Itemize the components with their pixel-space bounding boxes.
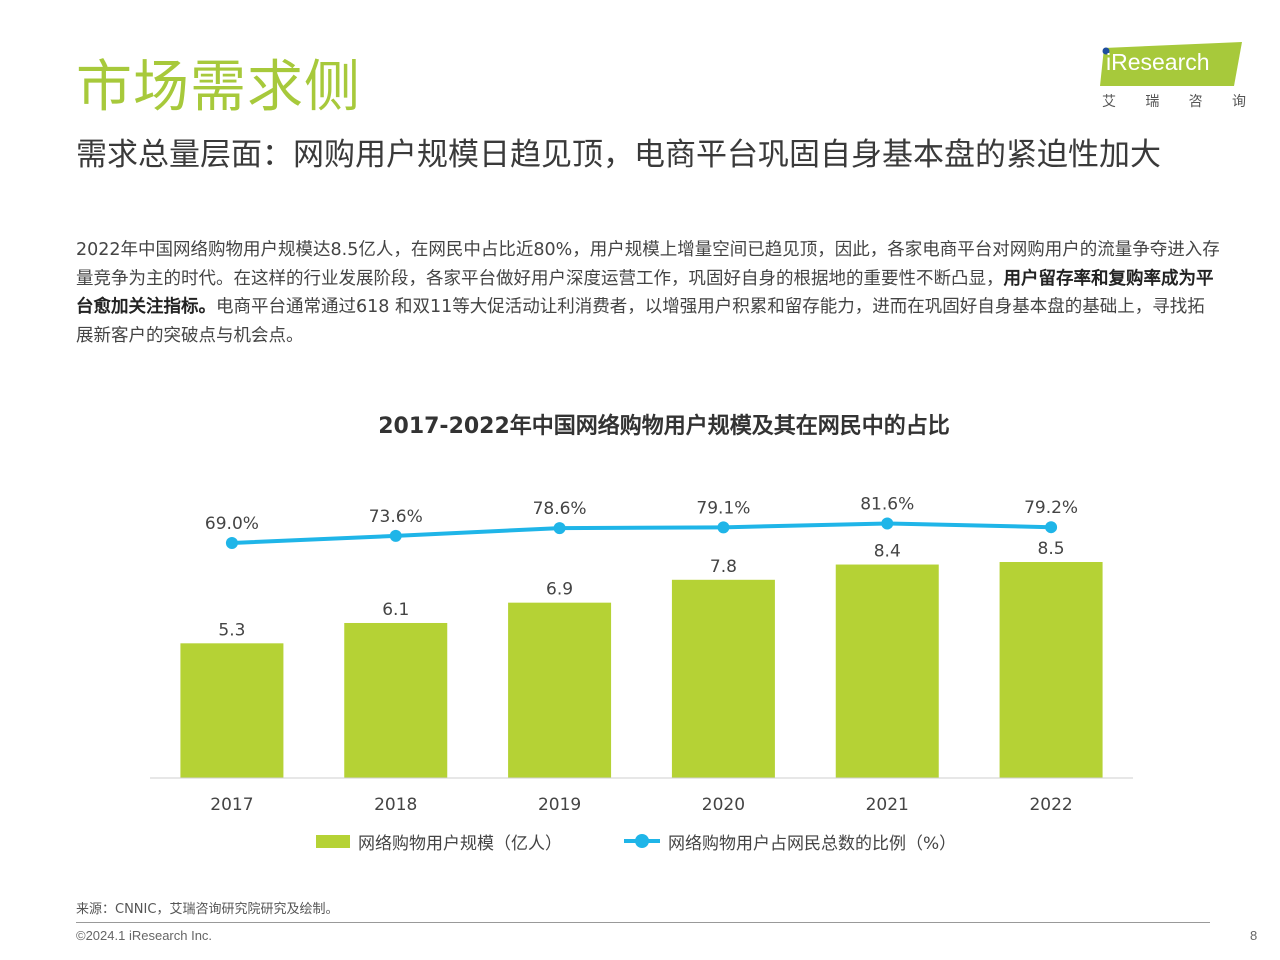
logo-cn-text: 艾 瑞 咨 询 bbox=[1102, 91, 1246, 111]
bar-value-label: 8.4 bbox=[874, 542, 901, 562]
bar-value-label: 5.3 bbox=[218, 620, 245, 640]
bar bbox=[999, 562, 1103, 778]
legend-line-swatch bbox=[624, 828, 660, 854]
bar bbox=[180, 643, 284, 778]
logo-cn-char: 询 bbox=[1231, 94, 1246, 110]
x-tick-label: 2019 bbox=[538, 795, 581, 815]
page-subtitle: 需求总量层面：网购用户规模日趋见顶，电商平台巩固自身基本盘的紧迫性加大 bbox=[76, 137, 1161, 173]
page-title: 市场需求侧 bbox=[76, 55, 361, 120]
legend-line-label: 网络购物用户占网民总数的比例（%） bbox=[668, 833, 957, 854]
line-point bbox=[1045, 521, 1058, 534]
logo-cn-char: 咨 bbox=[1188, 94, 1203, 110]
footer-divider bbox=[76, 922, 1210, 923]
line-value-label: 79.2% bbox=[1024, 498, 1078, 518]
bar-value-label: 7.8 bbox=[710, 557, 737, 577]
chart-legend: 网络购物用户规模（亿人） 网络购物用户占网民总数的比例（%） bbox=[316, 828, 956, 854]
bar-value-label: 8.5 bbox=[1038, 539, 1065, 559]
line-point bbox=[717, 521, 730, 534]
line-point bbox=[553, 522, 566, 535]
line-value-label: 81.6% bbox=[860, 494, 914, 514]
logo-brand-text: iResearch bbox=[1106, 49, 1210, 75]
bar-value-label: 6.1 bbox=[382, 600, 409, 620]
page-number: 8 bbox=[1250, 928, 1258, 943]
legend-bar-label: 网络购物用户规模（亿人） bbox=[358, 833, 562, 854]
legend-bar-swatch bbox=[316, 834, 350, 848]
line-point bbox=[881, 517, 894, 530]
bar bbox=[344, 622, 448, 778]
chart-title: 2017-2022年中国网络购物用户规模及其在网民中的占比 bbox=[378, 414, 950, 439]
iresearch-logo: iResearch 艾 瑞 咨 询 bbox=[1100, 42, 1250, 114]
bar-value-label: 6.9 bbox=[546, 580, 573, 600]
x-tick-label: 2018 bbox=[374, 795, 417, 815]
x-tick-label: 2020 bbox=[702, 795, 745, 815]
x-tick-label: 2022 bbox=[1029, 795, 1072, 815]
logo-cn-char: 艾 bbox=[1102, 94, 1116, 110]
x-tick-label: 2017 bbox=[210, 795, 253, 815]
percentage-line bbox=[231, 521, 1052, 545]
bar bbox=[671, 579, 775, 778]
intro-text: 2022年中国网络购物用户规模达8.5亿人，在网民中占比近80%，用户规模上增量… bbox=[76, 240, 1220, 289]
intro-text-continued: 电商平台通常通过618 和双11等大促活动让利消费者，以增强用户积累和留存能力，… bbox=[76, 297, 1205, 346]
combo-chart: 5.3 2017 6.1 2018 6.9 2019 7.8 2020 8.4 2021 8.5 20… bbox=[150, 494, 1133, 815]
intro-paragraph: 2022年中国网络购物用户规模达8.5亿人，在网民中占比近80%，用户规模上增量… bbox=[76, 236, 1221, 350]
line-point bbox=[389, 529, 402, 542]
x-tick-label: 2021 bbox=[866, 795, 909, 815]
line-value-label: 69.0% bbox=[205, 514, 259, 534]
line-value-label: 73.6% bbox=[369, 507, 423, 527]
logo-badge-shape bbox=[1100, 42, 1242, 86]
bar bbox=[508, 602, 612, 778]
copyright-text: ©2024.1 iResearch Inc. bbox=[76, 928, 213, 943]
source-note: 来源：CNNIC，艾瑞咨询研究院研究及绘制。 bbox=[76, 902, 339, 917]
line-value-label: 79.1% bbox=[696, 498, 750, 518]
logo-cn-char: 瑞 bbox=[1145, 94, 1160, 110]
intro-bold-text: 用户留存率和复购率成为平台愈加关注指标。 bbox=[76, 268, 1214, 318]
line-value-label: 78.6% bbox=[533, 499, 587, 519]
line-point bbox=[225, 537, 238, 549]
bar bbox=[835, 564, 939, 778]
